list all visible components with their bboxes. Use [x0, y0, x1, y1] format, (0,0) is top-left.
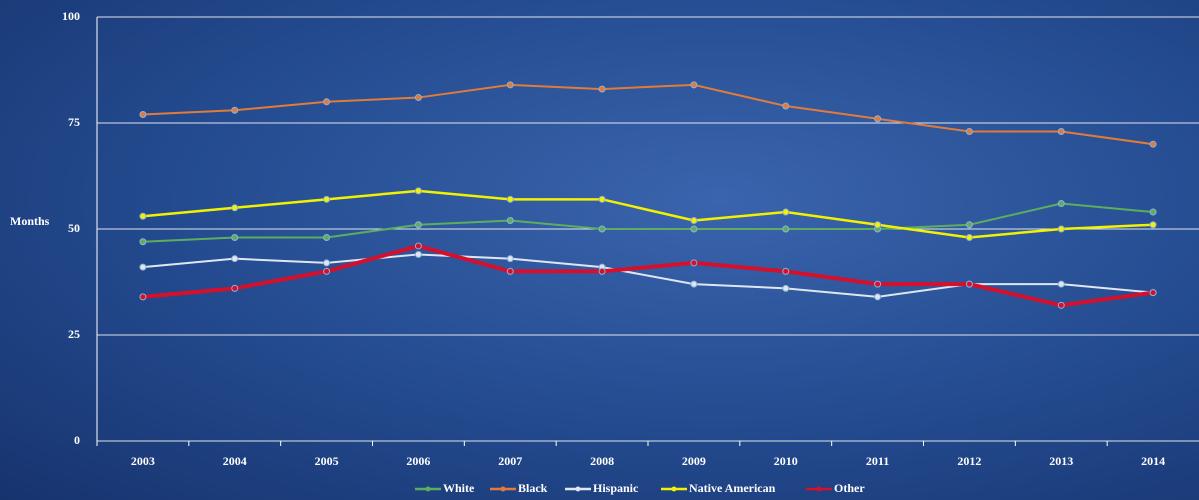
point — [1149, 221, 1157, 229]
point — [139, 212, 147, 220]
legend-marker — [575, 486, 581, 492]
legend-label: Native American — [689, 481, 776, 495]
point — [414, 242, 422, 250]
point — [1057, 127, 1065, 135]
x-tick-label: 2004 — [223, 454, 247, 468]
legend-marker — [671, 486, 677, 492]
point — [414, 250, 422, 258]
series-line — [142, 83, 1154, 146]
y-tick-label: 75 — [68, 115, 80, 129]
point — [139, 263, 147, 271]
point — [782, 267, 790, 275]
point — [874, 280, 882, 288]
point — [690, 81, 698, 89]
point — [139, 111, 147, 119]
y-axis-label: Months — [10, 214, 50, 228]
legend-label: Black — [518, 481, 548, 495]
point — [231, 106, 239, 114]
point — [965, 221, 973, 229]
point — [323, 259, 331, 267]
point — [323, 195, 331, 203]
legend-label: White — [443, 481, 475, 495]
y-tick-label: 25 — [68, 327, 80, 341]
x-tick-label: 2010 — [774, 454, 798, 468]
series-line — [142, 243, 1154, 308]
point — [782, 284, 790, 292]
legend-marker — [425, 486, 431, 492]
point — [323, 98, 331, 106]
point — [231, 233, 239, 241]
x-tick-label: 2003 — [131, 454, 155, 468]
point — [506, 255, 514, 263]
point — [323, 267, 331, 275]
point — [1149, 140, 1157, 148]
x-tick-label: 2007 — [498, 454, 522, 468]
point — [1057, 280, 1065, 288]
point — [598, 195, 606, 203]
x-tick-label: 2009 — [682, 454, 706, 468]
point — [965, 127, 973, 135]
point — [414, 187, 422, 195]
point — [506, 81, 514, 89]
series-line — [142, 253, 1154, 298]
point — [323, 233, 331, 241]
legend-label: Hispanic — [593, 481, 639, 495]
x-tick-label: 2011 — [866, 454, 889, 468]
x-tick-label: 2008 — [590, 454, 614, 468]
point — [1057, 301, 1065, 309]
point — [139, 238, 147, 246]
series-line — [142, 189, 1154, 239]
point — [874, 115, 882, 123]
x-tick-label: 2006 — [406, 454, 430, 468]
point — [506, 217, 514, 225]
x-tick-label: 2013 — [1049, 454, 1073, 468]
y-tick-label: 50 — [68, 221, 80, 235]
point — [414, 221, 422, 229]
legend-label: Other — [834, 481, 865, 495]
point — [690, 259, 698, 267]
x-tick-label: 2005 — [315, 454, 339, 468]
point — [598, 225, 606, 233]
point — [414, 94, 422, 102]
point — [1149, 208, 1157, 216]
point — [690, 217, 698, 225]
point — [598, 267, 606, 275]
point — [231, 255, 239, 263]
point — [231, 204, 239, 212]
point — [874, 221, 882, 229]
point — [782, 225, 790, 233]
point — [1057, 200, 1065, 208]
point — [231, 284, 239, 292]
point — [690, 225, 698, 233]
point — [506, 195, 514, 203]
legend-marker — [816, 486, 822, 492]
point — [690, 280, 698, 288]
point — [874, 293, 882, 301]
point — [965, 233, 973, 241]
y-tick-label: 0 — [74, 433, 80, 447]
point — [506, 267, 514, 275]
point — [965, 280, 973, 288]
legend-marker — [500, 486, 506, 492]
x-tick-label: 2014 — [1141, 454, 1165, 468]
y-tick-label: 100 — [62, 9, 80, 23]
point — [1149, 289, 1157, 297]
point — [782, 102, 790, 110]
point — [139, 293, 147, 301]
point — [782, 208, 790, 216]
series-line — [142, 202, 1154, 243]
point — [1057, 225, 1065, 233]
point — [598, 85, 606, 93]
x-tick-label: 2012 — [957, 454, 981, 468]
